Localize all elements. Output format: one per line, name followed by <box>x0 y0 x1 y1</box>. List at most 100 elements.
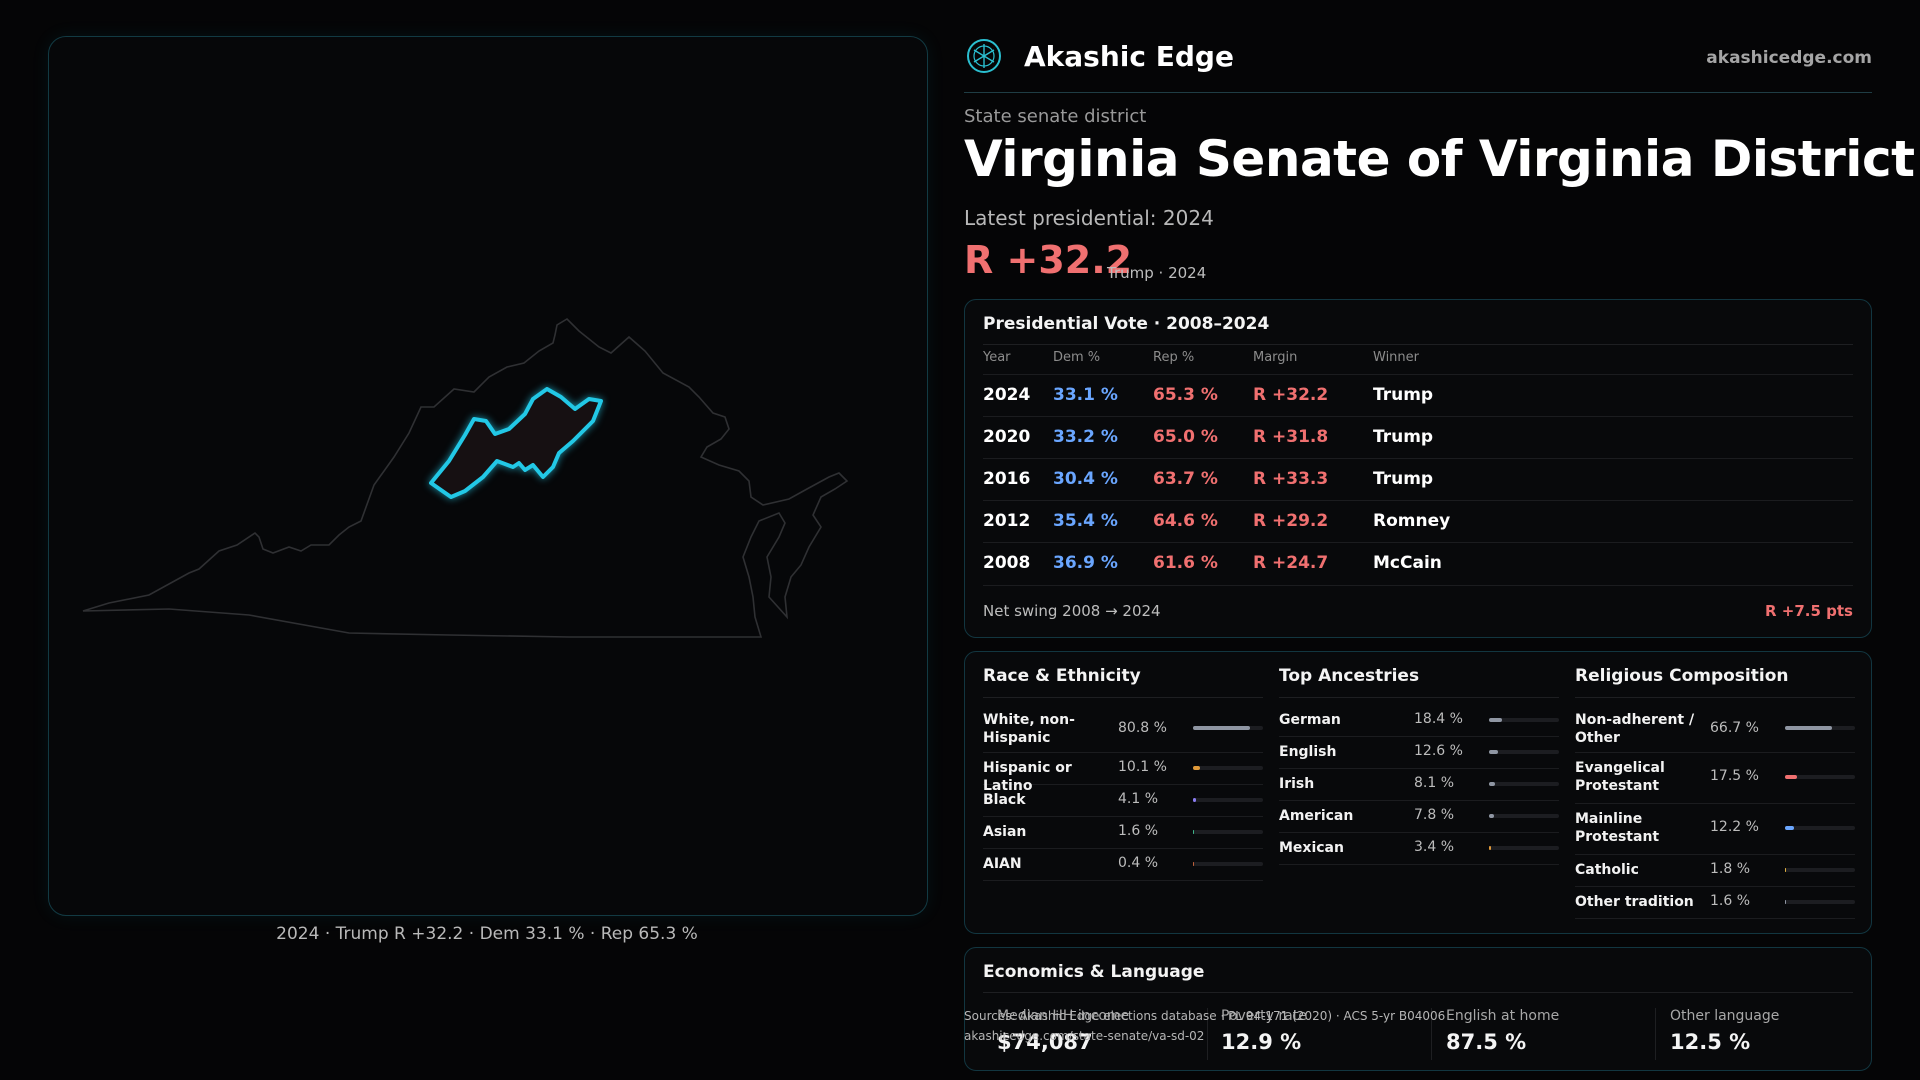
stat-label: Median HH income <box>997 1008 1130 1024</box>
row-dem-pct: 33.2 % <box>1053 427 1118 447</box>
row-winner: McCain <box>1373 553 1442 573</box>
akashic-edge-logo-icon <box>967 39 1001 73</box>
column-divider <box>1279 697 1559 698</box>
item-bar-fill <box>1785 900 1787 904</box>
row-rep-pct: 64.6 % <box>1153 511 1218 531</box>
column-divider <box>983 697 1263 698</box>
district-map[interactable] <box>49 37 927 915</box>
item-bar <box>1785 726 1855 730</box>
map-caption: 2024 · Trump R +32.2 · Dem 33.1 % · Rep … <box>276 924 698 944</box>
row-dem-pct: 30.4 % <box>1053 469 1118 489</box>
economics-card: Economics & Language Median HH income $7… <box>964 947 1872 1071</box>
list-item: Catholic 1.8 % <box>1575 854 1855 887</box>
ancestries-column: Top Ancestries German 18.4 % English 12.… <box>1279 652 1559 933</box>
district-type-label: State senate district <box>964 106 1147 127</box>
list-item: German 18.4 % <box>1279 704 1559 737</box>
headline-margin: R +32.2 <box>964 238 1133 282</box>
item-label: Hispanic or Latino <box>983 760 1072 794</box>
demographics-card: Race & Ethnicity White, non-Hispanic 80.… <box>964 651 1872 934</box>
item-bar <box>1193 862 1263 866</box>
card-divider <box>983 992 1853 993</box>
religion-column: Religious Composition Non-adherent / Oth… <box>1575 652 1855 933</box>
column-divider <box>1575 697 1855 698</box>
item-pct: 0.4 % <box>1118 855 1159 871</box>
item-bar <box>1489 718 1559 722</box>
list-item: AIAN 0.4 % <box>983 848 1263 881</box>
stat-value: 12.5 % <box>1670 1030 1751 1054</box>
item-bar <box>1193 766 1263 770</box>
list-item: Evangelical Protestant 17.5 % <box>1575 752 1855 804</box>
english-at-home-stat: English at home 87.5 % <box>1446 1008 1559 1054</box>
stat-divider <box>1207 1008 1208 1060</box>
row-rep-pct: 65.0 % <box>1153 427 1218 447</box>
item-label: Other tradition <box>1575 894 1694 910</box>
item-bar-fill <box>1489 782 1495 786</box>
item-bar-fill <box>1785 775 1798 779</box>
stat-value: $74,087 <box>997 1030 1093 1054</box>
stat-label: English at home <box>1446 1008 1560 1024</box>
brand-url-link[interactable]: akashicedge.com <box>1706 48 1872 68</box>
map-panel[interactable] <box>48 36 928 916</box>
item-bar-fill <box>1489 814 1495 818</box>
row-winner: Trump <box>1373 385 1434 405</box>
item-bar-fill <box>1489 846 1492 850</box>
item-label: White, non-Hispanic <box>983 712 1075 746</box>
poverty-rate-stat: Poverty rate 12.9 % <box>1221 1008 1307 1054</box>
race-ethnicity-title: Race & Ethnicity <box>983 666 1141 686</box>
row-margin: R +33.3 <box>1253 469 1329 489</box>
item-bar <box>1785 868 1855 872</box>
row-winner: Romney <box>1373 511 1451 531</box>
stat-divider <box>1431 1008 1432 1060</box>
item-label: German <box>1279 712 1341 728</box>
row-dem-pct: 33.1 % <box>1053 385 1118 405</box>
row-year: 2008 <box>983 553 1031 573</box>
stat-divider <box>1655 1008 1656 1060</box>
list-item: White, non-Hispanic 80.8 % <box>983 704 1263 753</box>
item-label: Black <box>983 792 1026 808</box>
item-bar <box>1785 826 1855 830</box>
district-2-shape[interactable] <box>429 387 603 499</box>
item-bar-fill <box>1489 718 1502 722</box>
brand-header: Akashic Edge akashicedge.com <box>964 36 1872 76</box>
item-label: Mainline Protestant <box>1575 811 1660 845</box>
item-pct: 12.6 % <box>1414 743 1463 759</box>
list-item: Mainline Protestant 12.2 % <box>1575 803 1855 855</box>
item-bar <box>1489 782 1559 786</box>
item-pct: 66.7 % <box>1710 720 1759 736</box>
item-label: AIAN <box>983 856 1022 872</box>
economics-title: Economics & Language <box>983 962 1205 982</box>
other-language-stat: Other language 12.5 % <box>1670 1008 1779 1054</box>
header-divider <box>964 92 1872 93</box>
row-year: 2012 <box>983 511 1031 531</box>
row-margin: R +31.8 <box>1253 427 1329 447</box>
stat-label: Poverty rate <box>1221 1008 1307 1024</box>
item-bar <box>1785 900 1855 904</box>
ancestries-title: Top Ancestries <box>1279 666 1420 686</box>
row-dem-pct: 36.9 % <box>1053 553 1118 573</box>
item-label: Mexican <box>1279 840 1344 856</box>
table-row: 2024 33.1 % 65.3 % R +32.2 Trump <box>983 374 1853 417</box>
row-year: 2024 <box>983 385 1031 405</box>
col-header-winner: Winner <box>1373 350 1420 365</box>
list-item: American 7.8 % <box>1279 800 1559 833</box>
row-margin: R +32.2 <box>1253 385 1329 405</box>
col-header-rep: Rep % <box>1153 350 1195 365</box>
item-pct: 1.8 % <box>1710 861 1751 877</box>
list-item: Other tradition 1.6 % <box>1575 886 1855 919</box>
item-pct: 8.1 % <box>1414 775 1455 791</box>
row-winner: Trump <box>1373 469 1434 489</box>
item-pct: 1.6 % <box>1118 823 1159 839</box>
item-pct: 12.2 % <box>1710 819 1759 835</box>
median-income-stat: Median HH income $74,087 <box>997 1008 1129 1054</box>
religion-title: Religious Composition <box>1575 666 1789 686</box>
item-pct: 7.8 % <box>1414 807 1455 823</box>
item-bar-fill <box>1193 798 1196 802</box>
col-header-year: Year <box>983 350 1011 365</box>
presidential-card-title: Presidential Vote · 2008–2024 <box>983 314 1270 334</box>
row-margin: R +24.7 <box>1253 553 1329 573</box>
item-label: Catholic <box>1575 862 1639 878</box>
item-label: Non-adherent / Other <box>1575 712 1695 746</box>
list-item: English 12.6 % <box>1279 736 1559 769</box>
source-url-link[interactable]: akashicedge.com/state-senate/va-sd-02 <box>964 1029 1205 1043</box>
net-swing-value: R +7.5 pts <box>1765 602 1853 620</box>
